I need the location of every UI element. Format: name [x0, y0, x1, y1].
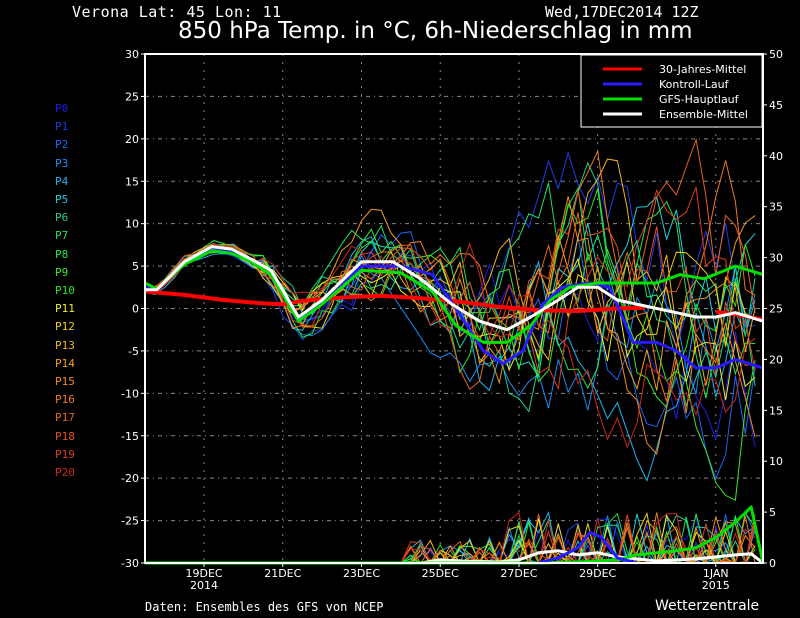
x-tick-label: 27DEC — [500, 567, 537, 580]
y-left-tick-label: 25 — [125, 90, 139, 103]
member-label: P15 — [55, 375, 75, 388]
legend-label: GFS-Hauptlauf — [659, 93, 740, 106]
member-temp-line — [144, 231, 756, 481]
y-right-tick-label: 50 — [769, 48, 783, 61]
member-label: P4 — [55, 174, 69, 188]
y-left-tick-label: 30 — [125, 48, 139, 61]
x-tick-year-label: 2015 — [702, 579, 730, 592]
y-left-tick-label: 20 — [125, 133, 139, 146]
member-label: P11 — [55, 302, 75, 316]
y-right-tick-label: 0 — [769, 557, 776, 570]
run-time-label: Wed,17DEC2014 12Z — [545, 3, 699, 21]
series-line — [144, 245, 764, 370]
member-temp-line — [144, 247, 756, 448]
member-label: P13 — [55, 338, 75, 352]
member-label: P1 — [55, 120, 69, 134]
y-left-tick-label: -20 — [121, 472, 139, 485]
series-line — [145, 245, 764, 332]
member-label: P2 — [55, 138, 69, 152]
member-temp-line — [144, 137, 756, 390]
y-left-tick-label: 5 — [132, 260, 139, 273]
series-line — [145, 549, 764, 565]
location-label: Verona Lat: 45 Lon: 11 — [72, 3, 282, 21]
legend-label: Kontroll-Lauf — [659, 78, 730, 91]
member-label: P19 — [55, 447, 75, 461]
member-label: P14 — [55, 356, 75, 370]
data-source-label: Daten: Ensembles des GFS von NCEP — [145, 600, 384, 614]
member-label: P7 — [55, 229, 69, 243]
y-left-tick-label: 10 — [125, 218, 139, 231]
member-label: P17 — [55, 411, 75, 425]
series-line — [538, 531, 638, 565]
y-right-tick-label: 15 — [769, 404, 783, 417]
member-label: P6 — [55, 211, 69, 225]
y-right-tick-label: 10 — [769, 455, 783, 468]
x-tick-label: 23DEC — [343, 567, 380, 580]
member-label: P0 — [55, 102, 69, 115]
y-left-tick-label: -5 — [128, 345, 139, 358]
member-label: P18 — [55, 429, 75, 443]
member-label: P3 — [55, 156, 69, 170]
y-right-tick-label: 20 — [769, 353, 783, 366]
series-line — [144, 289, 645, 313]
y-left-tick-label: 0 — [132, 303, 139, 316]
x-tick-label: 25DEC — [422, 567, 459, 580]
y-left-tick-label: -10 — [121, 387, 139, 400]
member-temp-line — [144, 196, 756, 455]
x-tick-label: 1JAN — [703, 567, 729, 580]
x-tick-label: 19DEC — [185, 567, 222, 580]
x-tick-label: 29DEC — [579, 567, 616, 580]
member-label: P8 — [55, 247, 69, 261]
x-tick-label: 21DEC — [264, 567, 301, 580]
y-right-tick-label: 35 — [769, 201, 783, 214]
y-left-tick-label: 15 — [125, 175, 139, 188]
chart-title: 850 hPa Temp. in °C, 6h-Niederschlag in … — [178, 18, 693, 44]
member-label: P5 — [55, 193, 69, 206]
y-right-tick-label: 40 — [769, 150, 783, 163]
member-label: P12 — [55, 320, 75, 334]
member-temp-line — [144, 149, 756, 402]
legend-label: Ensemble-Mittel — [659, 108, 748, 121]
member-label: P16 — [55, 393, 75, 407]
brand-label: Wetterzentrale — [655, 598, 760, 614]
x-tick-year-label: 2014 — [190, 579, 218, 592]
y-right-tick-label: 25 — [769, 303, 783, 316]
series-line — [144, 249, 764, 344]
y-right-tick-label: 5 — [769, 506, 776, 519]
legend-label: 30-Jahres-Mittel — [659, 63, 746, 76]
member-label: P20 — [55, 466, 75, 479]
y-right-tick-label: 30 — [769, 252, 783, 265]
y-left-tick-label: -25 — [121, 515, 139, 528]
y-left-tick-label: -30 — [121, 557, 139, 570]
member-label: P9 — [55, 265, 69, 279]
member-label: P10 — [55, 284, 75, 297]
y-right-tick-label: 45 — [769, 99, 783, 112]
y-left-tick-label: -15 — [121, 430, 139, 443]
